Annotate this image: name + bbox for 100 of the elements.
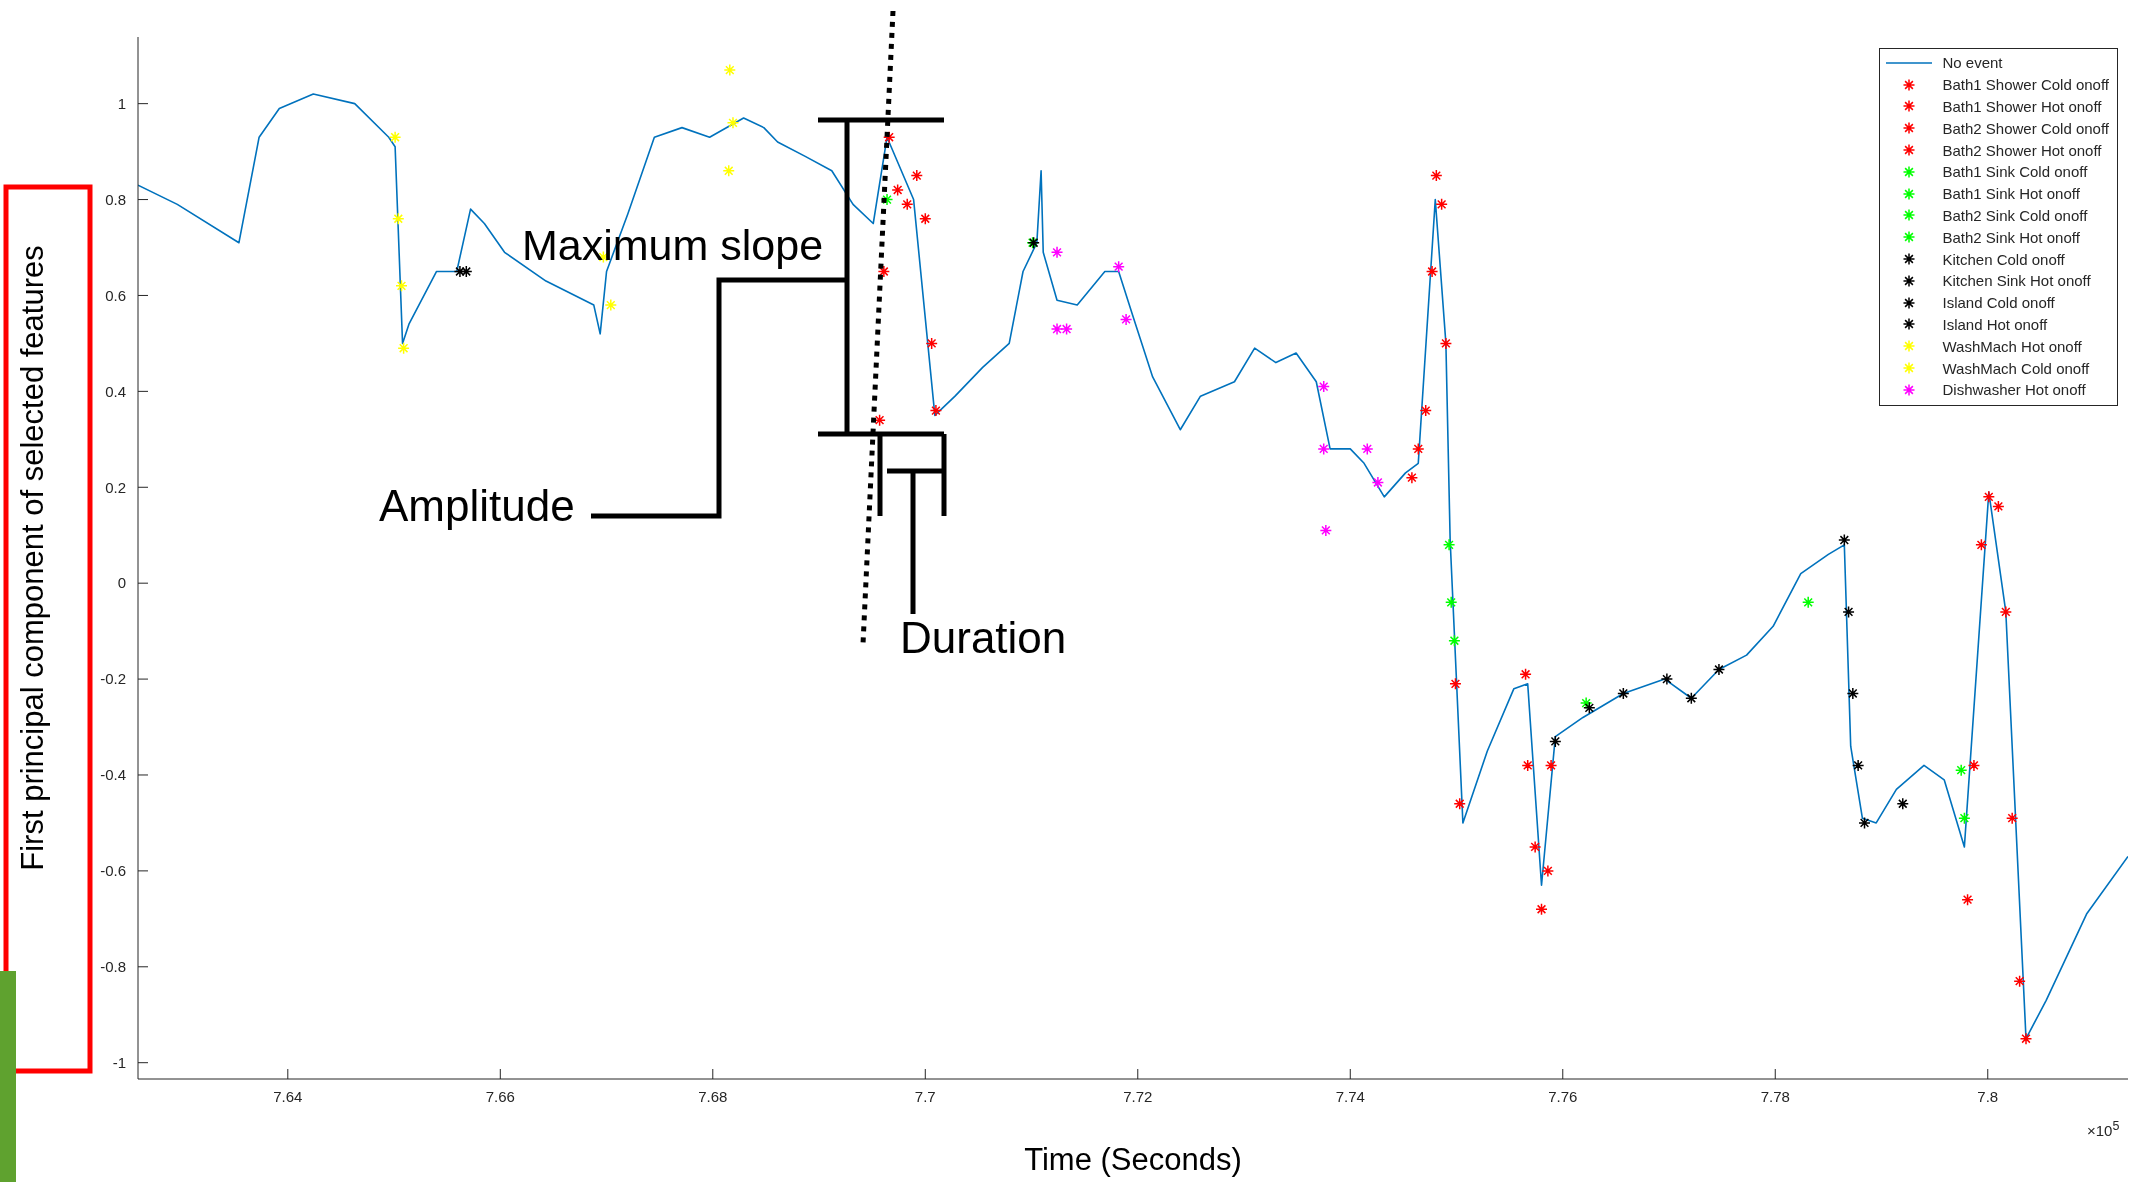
point (1444, 596, 1458, 609)
legend-label: Bath2 Shower Cold onoff (1942, 119, 2109, 137)
point (1371, 476, 1385, 489)
legend-label: Bath1 Sink Hot onoff (1942, 185, 2080, 203)
legend-label: WashMach Hot onoff (1942, 337, 2082, 355)
point (880, 193, 894, 206)
x-tick-label: 7.68 (698, 1087, 728, 1105)
annotation: Duration (900, 613, 1067, 663)
x-tick-label: 7.78 (1760, 1087, 1790, 1105)
point (1317, 442, 1330, 456)
point (604, 298, 618, 312)
y-tick-label: 0.8 (105, 190, 126, 208)
point (1535, 903, 1548, 916)
point (1361, 442, 1374, 456)
point (397, 341, 410, 355)
point (1119, 313, 1133, 326)
point (1999, 605, 2013, 619)
point (919, 212, 932, 225)
point (1060, 322, 1073, 336)
point (1405, 471, 1419, 484)
point (1896, 797, 1910, 810)
point (900, 198, 914, 211)
legend-label: Bath1 Shower Hot onoff (1942, 97, 2102, 115)
y-tick-label: 1 (117, 94, 126, 112)
point (1685, 692, 1698, 705)
point (1858, 816, 1871, 830)
legend-label: Kitchen Cold onoff (1942, 250, 2065, 268)
point (1579, 696, 1593, 710)
point (1050, 246, 1064, 259)
point (1317, 380, 1330, 393)
point (1660, 672, 1674, 686)
point (1412, 442, 1425, 456)
point (1982, 490, 1996, 504)
y-tick-label: 0.4 (105, 382, 126, 400)
point (726, 116, 740, 130)
legend-label: WashMach Cold onoff (1942, 359, 2090, 377)
y-tick-label: -1 (112, 1054, 126, 1072)
point (1958, 811, 1971, 825)
point (722, 164, 735, 178)
point (925, 337, 938, 350)
point (1842, 605, 1855, 619)
point (723, 63, 737, 77)
point (395, 279, 408, 293)
point (388, 130, 402, 144)
y-tick-label: 0 (117, 574, 126, 592)
point (882, 130, 896, 144)
point (891, 183, 904, 197)
point (1319, 524, 1333, 537)
legend-label: Bath2 Sink Hot onoff (1942, 228, 2080, 246)
legend-label: Bath1 Shower Cold onoff (1942, 76, 2109, 94)
point (1549, 735, 1562, 748)
point (1425, 265, 1439, 278)
annotation: Amplitude (379, 481, 575, 531)
x-tick-label: 7.74 (1335, 1087, 1365, 1105)
point (1439, 337, 1453, 350)
legend-label: Dishwasher Hot onoff (1942, 381, 2086, 399)
x-tick-label: 7.7 (914, 1087, 936, 1105)
legend-label: Bath2 Sink Cold onoff (1942, 206, 2088, 224)
point (1449, 677, 1462, 691)
point (1435, 198, 1448, 211)
point (2019, 1032, 2033, 1045)
point (1528, 840, 1542, 854)
point (1521, 759, 1534, 772)
y-tick-label: 0.2 (105, 478, 126, 496)
point (877, 265, 891, 278)
point (1967, 759, 1981, 772)
x-axis-title: Time (Seconds) (1024, 1142, 1242, 1177)
point (1430, 169, 1443, 182)
point (1519, 668, 1532, 681)
legend-label: Island Hot onoff (1942, 315, 2048, 333)
legend-label: No event (1942, 54, 2003, 72)
y-axis-title: First principal component of selected features (15, 245, 51, 871)
point (2013, 974, 2026, 988)
point (1544, 759, 1558, 772)
point (1541, 864, 1555, 878)
point (1448, 634, 1461, 647)
point (1801, 596, 1815, 609)
point (873, 413, 886, 427)
y-tick-label: -0.4 (100, 766, 126, 784)
point (1419, 404, 1432, 417)
x-tick-label: 7.66 (485, 1087, 515, 1105)
point (1453, 797, 1466, 810)
point (1712, 663, 1726, 676)
y-tick-label: -0.8 (100, 958, 126, 976)
x-tick-label: 7.64 (273, 1087, 303, 1105)
legend-label: Bath2 Shower Hot onoff (1942, 141, 2102, 159)
point (2005, 811, 2019, 825)
point (1442, 538, 1456, 552)
point (1050, 322, 1064, 336)
legend-label: Kitchen Sink Hot onoff (1942, 272, 2091, 290)
y-tick-label: 0.6 (105, 286, 126, 304)
legend-label: Bath1 Sink Cold onoff (1942, 163, 2088, 181)
point (929, 404, 943, 417)
point (1975, 538, 1988, 552)
y-tick-label: -0.2 (100, 670, 126, 688)
point (1992, 500, 2005, 513)
y-tick-label: -0.6 (100, 862, 126, 880)
text: ×10$^{5}$ (2087, 1119, 2120, 1140)
point (1846, 687, 1860, 700)
legend-label: Island Cold onoff (1942, 294, 2055, 312)
